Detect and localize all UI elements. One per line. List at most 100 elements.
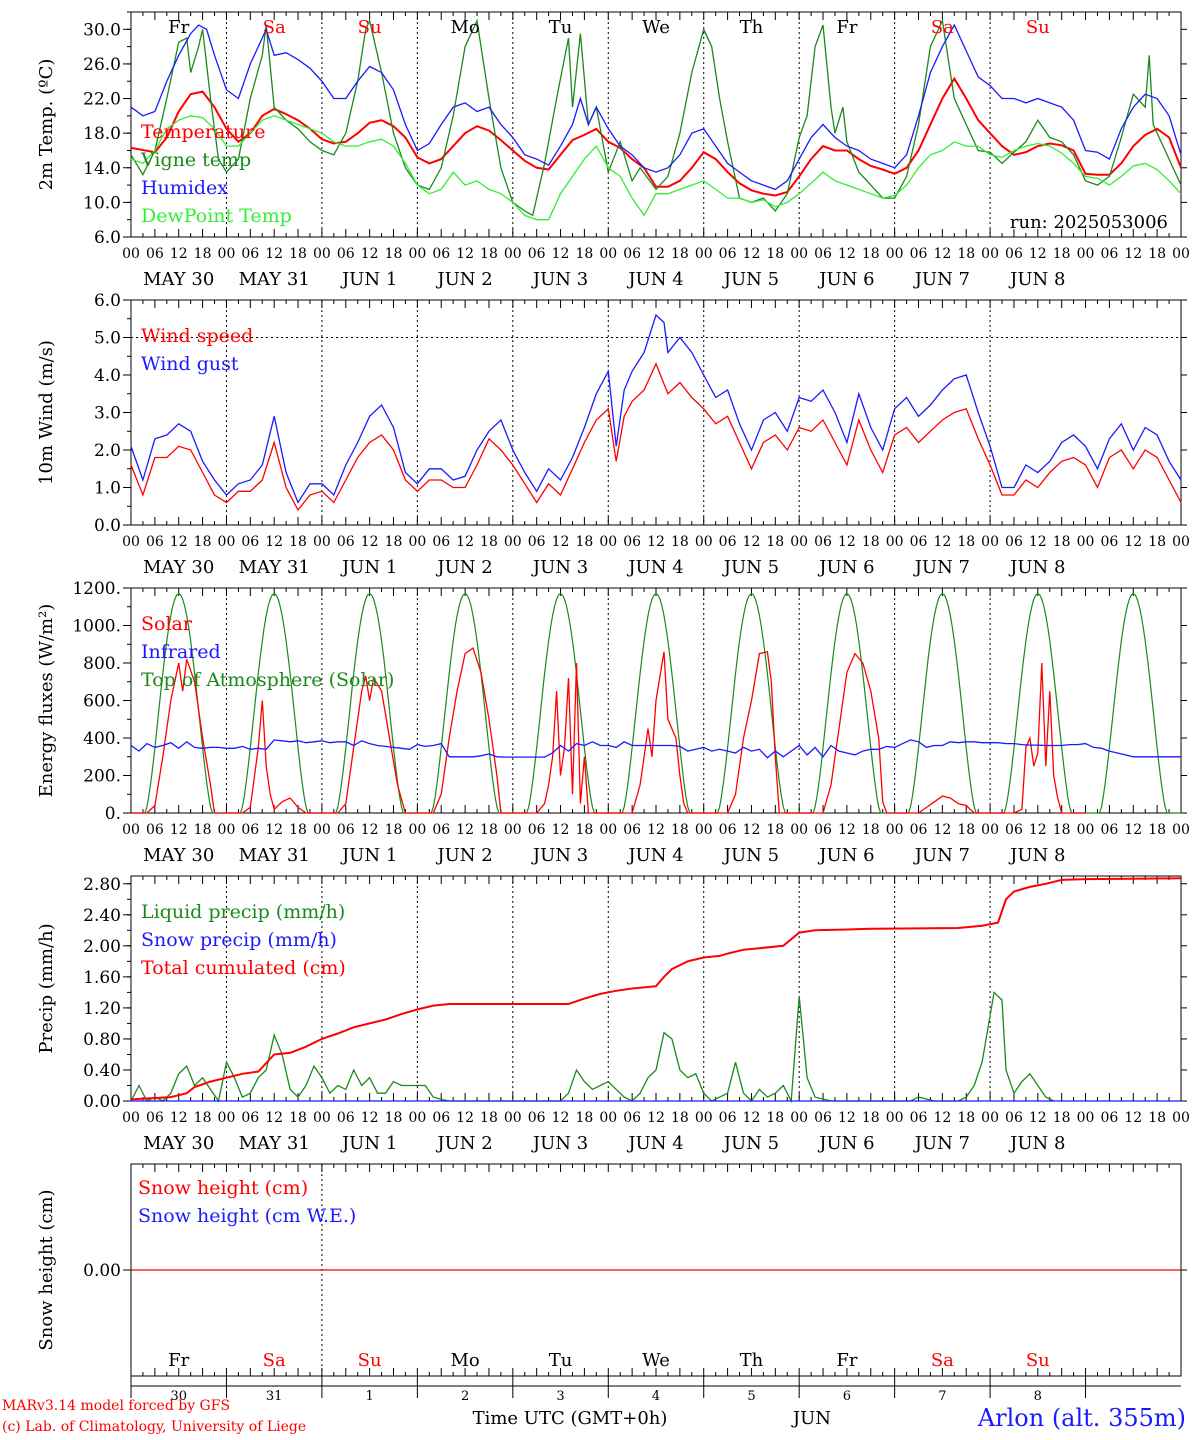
x-date-label: MAY 30: [143, 1133, 214, 1154]
x-hour-label: 00: [122, 822, 140, 838]
x-hour-label: 06: [337, 822, 355, 838]
y-tick-label: 6.0: [94, 291, 121, 311]
x-hour-label: 00: [790, 246, 808, 262]
y-tick-label: 400.: [83, 729, 121, 749]
x-hour-label: 18: [1053, 822, 1071, 838]
bottom-day-number: 7: [938, 1389, 946, 1404]
x-hour-label: 12: [933, 534, 951, 550]
x-hour-label: 12: [552, 534, 570, 550]
x-hour-label: 18: [194, 534, 212, 550]
x-hour-label: 06: [623, 534, 641, 550]
x-hour-label: 12: [361, 1110, 379, 1126]
bottom-day-number: 31: [266, 1389, 283, 1404]
x-hour-label: 18: [575, 246, 593, 262]
x-hour-label: 00: [1077, 534, 1095, 550]
x-hour-label: 12: [265, 822, 283, 838]
y-tick-label: 2.0: [94, 441, 121, 461]
x-hour-label: 00: [313, 1110, 331, 1126]
x-hour-label: 18: [671, 534, 689, 550]
x-hour-label: 06: [528, 822, 546, 838]
x-hour-label: 06: [910, 246, 928, 262]
x-hour-label: 12: [456, 822, 474, 838]
x-hour-label: 00: [790, 1110, 808, 1126]
day-of-week-label: Sa: [931, 17, 954, 38]
y-tick-label: 5.0: [94, 329, 121, 349]
x-date-label: JUN 7: [913, 1133, 970, 1154]
x-date-label: JUN 2: [435, 557, 492, 578]
bottom-day-of-week: We: [642, 1350, 670, 1371]
bottom-day-of-week: Th: [740, 1350, 764, 1371]
y-tick-label: 600.: [83, 692, 121, 712]
y-tick-label: 0.80: [83, 1030, 121, 1050]
legend-entry: Solar: [141, 613, 193, 635]
x-hour-label: 06: [146, 1110, 164, 1126]
y-tick-label: 800.: [83, 654, 121, 674]
x-hour-label: 00: [313, 534, 331, 550]
x-hour-label: 00: [695, 534, 713, 550]
y-axis-label: 2m Temp. (ºC): [36, 59, 57, 191]
y-tick-label: 18.0: [83, 124, 121, 144]
x-hour-label: 18: [766, 822, 784, 838]
x-hour-label: 18: [862, 534, 880, 550]
x-hour-label: 12: [647, 822, 665, 838]
y-tick-label: 10.0: [83, 193, 121, 213]
x-hour-label: 06: [146, 534, 164, 550]
x-hour-label: 00: [1172, 246, 1190, 262]
bottom-day-of-week: Mo: [450, 1350, 479, 1371]
y-tick-label: 1200.: [72, 579, 121, 599]
month-label: JUN: [791, 1408, 831, 1429]
x-date-label: JUN 8: [1008, 557, 1065, 578]
day-of-week-label: Th: [740, 17, 764, 38]
y-axis-label: Snow height (cm): [36, 1189, 57, 1350]
x-hour-label: 00: [599, 822, 617, 838]
x-hour-label: 00: [599, 1110, 617, 1126]
legend-entry: Snow height (cm): [138, 1177, 308, 1199]
x-hour-label: 18: [289, 534, 307, 550]
x-hour-label: 12: [647, 246, 665, 262]
bottom-day-number: 30: [170, 1389, 187, 1404]
series-line-humidex: [130, 23, 1182, 191]
y-tick-label: 0.00: [83, 1092, 121, 1112]
x-hour-label: 12: [361, 822, 379, 838]
x-hour-label: 00: [599, 534, 617, 550]
series-line-top-of-atmosphere: [131, 592, 1181, 814]
x-hour-label: 12: [170, 534, 188, 550]
x-hour-label: 12: [552, 246, 570, 262]
x-hour-label: 00: [313, 246, 331, 262]
x-date-label: JUN 3: [531, 269, 588, 290]
legend-entry: Snow precip (mm/h): [141, 929, 337, 951]
x-hour-label: 00: [790, 534, 808, 550]
x-date-label: JUN 8: [1008, 1133, 1065, 1154]
x-hour-label: 06: [146, 246, 164, 262]
legend-entry: Infrared: [141, 641, 221, 663]
x-hour-label: 12: [1124, 1110, 1142, 1126]
y-tick-label: 0.: [105, 804, 121, 824]
x-hour-label: 12: [743, 1110, 761, 1126]
x-hour-label: 06: [528, 1110, 546, 1126]
x-hour-label: 00: [1172, 822, 1190, 838]
x-hour-label: 06: [241, 1110, 259, 1126]
run-label: run: 2025053006: [1010, 212, 1168, 233]
x-date-label: JUN 3: [531, 845, 588, 866]
x-hour-label: 18: [1148, 1110, 1166, 1126]
x-hour-label: 12: [1029, 822, 1047, 838]
x-hour-label: 06: [719, 822, 737, 838]
x-date-label: JUN 2: [435, 845, 492, 866]
x-hour-label: 12: [743, 246, 761, 262]
x-hour-label: 00: [504, 822, 522, 838]
x-hour-label: 06: [337, 246, 355, 262]
y-tick-label: 200.: [83, 767, 121, 787]
x-hour-label: 00: [981, 1110, 999, 1126]
x-hour-label: 18: [1148, 534, 1166, 550]
x-date-label: JUN 4: [626, 1133, 683, 1154]
x-hour-label: 06: [432, 246, 450, 262]
x-date-label: JUN 7: [913, 557, 970, 578]
bottom-day-number: 5: [747, 1389, 755, 1404]
legend-entry: Vigne temp: [140, 149, 251, 171]
x-date-label: JUN 4: [626, 269, 683, 290]
series-line-liquid-precip-mm-h-: [130, 991, 1054, 1104]
x-hour-label: 00: [981, 246, 999, 262]
x-hour-label: 12: [838, 534, 856, 550]
y-tick-label: 2.00: [83, 937, 121, 957]
x-hour-label: 18: [575, 534, 593, 550]
